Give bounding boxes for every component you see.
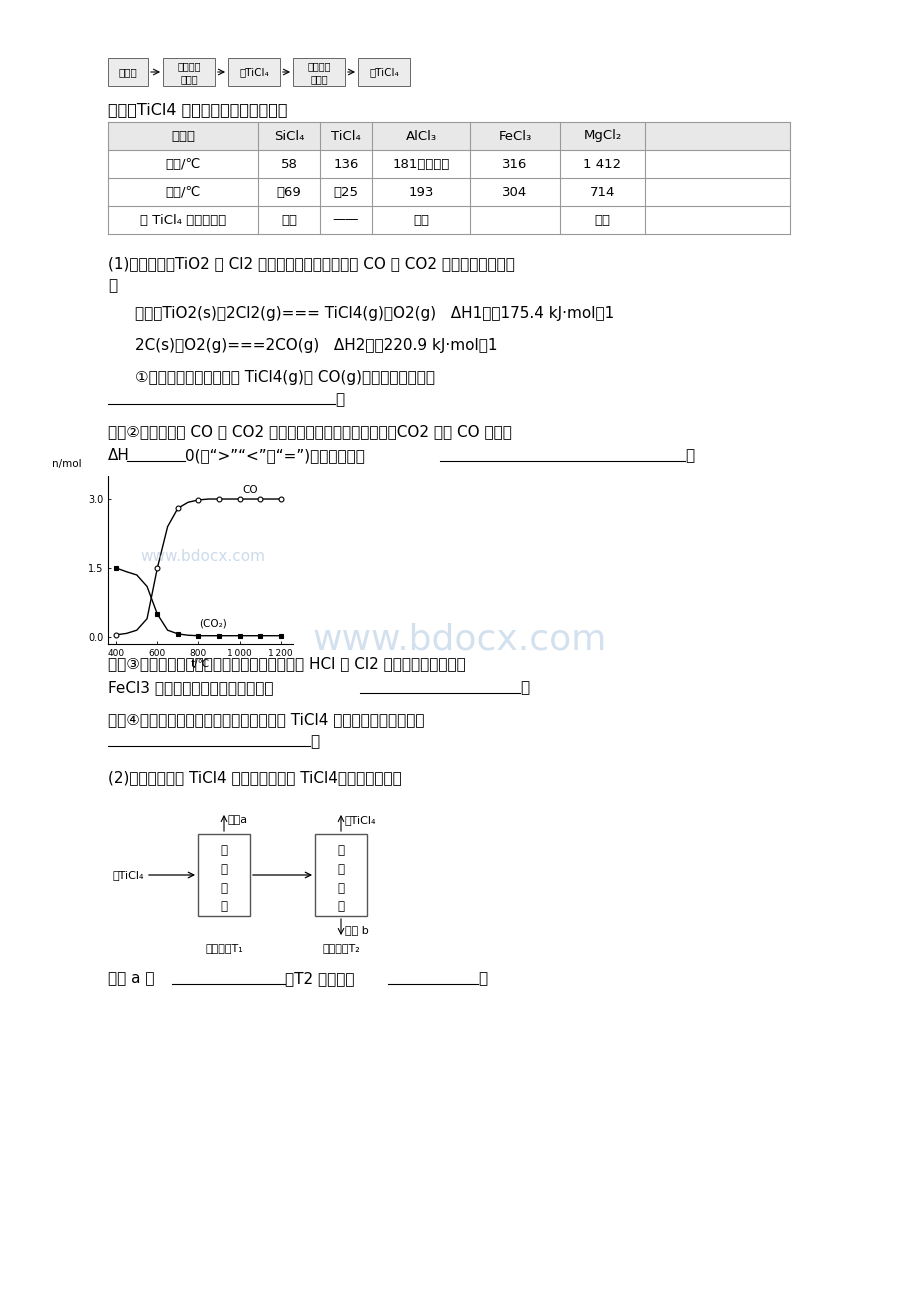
Text: 136: 136 xyxy=(333,158,358,171)
Text: 化合物: 化合物 xyxy=(171,129,195,142)
Text: 钓精矿: 钓精矿 xyxy=(119,66,137,77)
Text: 58: 58 xyxy=(280,158,297,171)
Text: 汸腾炉: 汸腾炉 xyxy=(180,74,198,85)
Text: 2C(s)＋O2(g)===2CO(g)   ΔH2＝－220.9 kJ·mol－1: 2C(s)＋O2(g)===2CO(g) ΔH2＝－220.9 kJ·mol－1 xyxy=(135,339,497,353)
Bar xyxy=(108,59,148,86)
Text: 二: 二 xyxy=(337,901,344,914)
Text: －25: －25 xyxy=(333,185,358,198)
Text: FeCl3 溶液，则尾气的吸收液依次是: FeCl3 溶液，则尾气的吸收液依次是 xyxy=(108,680,273,695)
Text: 。: 。 xyxy=(335,392,344,408)
Text: 物质 a 是: 物质 a 是 xyxy=(108,971,154,986)
Text: 蕊: 蕊 xyxy=(337,844,344,857)
Text: 在 TiCl₄ 中的溶解性: 在 TiCl₄ 中的溶解性 xyxy=(140,214,226,227)
Text: 微溶: 微溶 xyxy=(413,214,428,227)
Text: (CO₂): (CO₂) xyxy=(199,618,226,629)
Text: 纯TiCl₄: 纯TiCl₄ xyxy=(369,66,399,77)
Text: (2)精制过程：粗 TiCl4 经两步蕊馏得纯 TiCl4。示意图如下：: (2)精制过程：粗 TiCl4 经两步蕊馏得纯 TiCl4。示意图如下： xyxy=(108,769,402,785)
Text: 汸点/℃: 汸点/℃ xyxy=(165,158,200,171)
Bar xyxy=(314,835,367,917)
Text: 。: 。 xyxy=(108,279,117,293)
Text: ΔH: ΔH xyxy=(108,448,130,464)
Text: 181（升华）: 181（升华） xyxy=(391,158,449,171)
Text: 物质 b: 物质 b xyxy=(345,924,369,935)
Text: 。: 。 xyxy=(685,448,693,464)
Text: 。: 。 xyxy=(478,971,486,986)
Text: 714: 714 xyxy=(589,185,615,198)
Text: 0(填“>”“<”或“=”)，判断依据：: 0(填“>”“<”或“=”)，判断依据： xyxy=(185,448,365,464)
Text: (1)氯化过程：TiO2 与 Cl2 难以直接反应，加碳生成 CO 和 CO2 可使反应得以进行: (1)氯化过程：TiO2 与 Cl2 难以直接反应，加碳生成 CO 和 CO2 … xyxy=(108,256,515,271)
Text: 。: 。 xyxy=(519,680,528,695)
Text: ，T2 应控制在: ，T2 应控制在 xyxy=(285,971,354,986)
Bar xyxy=(163,59,215,86)
Text: 193: 193 xyxy=(408,185,433,198)
Text: 难溶: 难溶 xyxy=(594,214,610,227)
Text: 馏: 馏 xyxy=(337,863,344,876)
Text: 蕊: 蕊 xyxy=(221,844,227,857)
Text: MgCl₂: MgCl₂ xyxy=(583,129,621,142)
Text: www.bdocx.com: www.bdocx.com xyxy=(140,549,265,564)
Text: 氯化过程: 氯化过程 xyxy=(177,61,200,72)
Text: 控制温度T₁: 控制温度T₁ xyxy=(205,943,243,953)
Y-axis label: n/mol: n/mol xyxy=(52,460,82,469)
Text: 纯TiCl₄: 纯TiCl₄ xyxy=(345,815,376,825)
Text: 粗TiCl₄: 粗TiCl₄ xyxy=(112,870,144,880)
Text: 燔点/℃: 燔点/℃ xyxy=(165,185,200,198)
Bar xyxy=(108,206,789,234)
Text: ①汸腾炉中加碳氯化生成 TiCl4(g)和 CO(g)的热化学方程式：: ①汸腾炉中加碳氯化生成 TiCl4(g)和 CO(g)的热化学方程式： xyxy=(135,370,435,385)
Text: www.bdocx.com: www.bdocx.com xyxy=(312,622,607,658)
Bar xyxy=(198,835,250,917)
Text: 粗TiCl₄: 粗TiCl₄ xyxy=(239,66,268,77)
X-axis label: t/℃: t/℃ xyxy=(190,659,210,669)
Bar xyxy=(357,59,410,86)
Text: ④氯化产物冷却至室温，经过滤得到粗 TiCl4 混合液，则滤渣中含有: ④氯化产物冷却至室温，经过滤得到粗 TiCl4 混合液，则滤渣中含有 xyxy=(108,712,424,727)
Text: 。: 。 xyxy=(310,734,319,750)
Text: ②氯化过程中 CO 和 CO2 可以相互转化，根据如图判断：CO2 生成 CO 反应的: ②氯化过程中 CO 和 CO2 可以相互转化，根据如图判断：CO2 生成 CO … xyxy=(108,424,511,439)
Text: SiCl₄: SiCl₄ xyxy=(274,129,304,142)
Text: 蕊馏塔: 蕊馏塔 xyxy=(310,74,327,85)
Text: 已知：TiO2(s)＋2Cl2(g)=== TiCl4(g)＋O2(g)   ΔH1＝＋175.4 kJ·mol－1: 已知：TiO2(s)＋2Cl2(g)=== TiCl4(g)＋O2(g) ΔH1… xyxy=(135,306,614,322)
Text: 精制过程: 精制过程 xyxy=(307,61,331,72)
Bar xyxy=(228,59,279,86)
Text: 塔: 塔 xyxy=(221,881,227,894)
Text: FeCl₃: FeCl₃ xyxy=(498,129,531,142)
Text: 一: 一 xyxy=(221,901,227,914)
Text: 塔: 塔 xyxy=(337,881,344,894)
Text: 物质a: 物质a xyxy=(228,815,248,825)
Text: ——: —— xyxy=(333,214,358,227)
Text: AlCl₃: AlCl₃ xyxy=(405,129,437,142)
Text: 资料：TiCl4 及所含杂质氯化物的性质: 资料：TiCl4 及所含杂质氯化物的性质 xyxy=(108,102,288,117)
Text: 1 412: 1 412 xyxy=(583,158,621,171)
Bar xyxy=(108,150,789,178)
Text: 316: 316 xyxy=(502,158,528,171)
Text: －69: －69 xyxy=(277,185,301,198)
Text: ③氯化反应的尾气需处理后排放，尾气中的 HCl 和 Cl2 经吸收可得粗盐酸、: ③氯化反应的尾气需处理后排放，尾气中的 HCl 和 Cl2 经吸收可得粗盐酸、 xyxy=(108,656,465,671)
Text: 304: 304 xyxy=(502,185,528,198)
Text: TiCl₄: TiCl₄ xyxy=(331,129,360,142)
Bar xyxy=(292,59,345,86)
Bar xyxy=(108,122,789,150)
Text: 互溶: 互溶 xyxy=(280,214,297,227)
Text: 控制温度T₂: 控制温度T₂ xyxy=(322,943,359,953)
Text: CO: CO xyxy=(242,486,257,495)
Text: 馏: 馏 xyxy=(221,863,227,876)
Bar xyxy=(108,178,789,206)
